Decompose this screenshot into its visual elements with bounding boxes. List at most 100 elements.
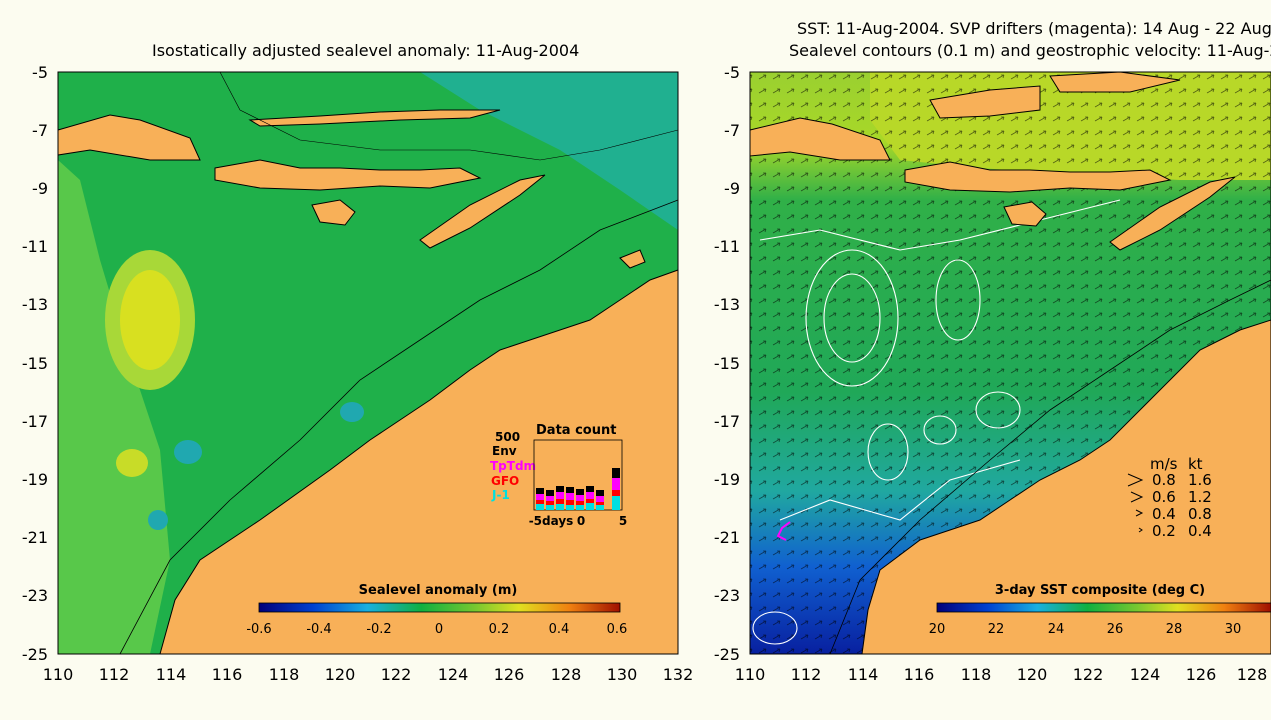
right-y-tick: -23 <box>714 586 740 605</box>
right-x-tick: 122 <box>1073 665 1104 684</box>
left-map-frame <box>57 71 679 655</box>
left-map <box>57 71 679 655</box>
right-x-tick: 118 <box>961 665 992 684</box>
velocity-legend-ms: 0.4 <box>1152 505 1176 523</box>
left-map-sumba <box>311 199 356 226</box>
left-colorbar: Sealevel anomaly (m) -0.6 -0.4 -0.2 0 0.… <box>246 583 627 637</box>
left-x-tick: 110 <box>43 665 74 684</box>
left-y-tick: -19 <box>22 470 48 489</box>
left-y-tick: -9 <box>32 179 48 198</box>
right-colorbar-label: 3-day SST composite (deg C) <box>995 583 1205 598</box>
left-map-shelf-contour <box>119 199 679 655</box>
right-x-tick: 120 <box>1017 665 1048 684</box>
velocity-legend-ms: 0.2 <box>1152 522 1176 540</box>
left-map-north-islands <box>248 109 501 127</box>
left-x-axis: 110 112 114 116 118 120 122 124 126 128 … <box>43 665 694 684</box>
left-colorbar-tick: 0 <box>435 622 443 637</box>
left-colorbar-label: Sealevel anomaly (m) <box>359 583 518 598</box>
left-x-tick: 132 <box>663 665 694 684</box>
left-map-eddy-3 <box>148 510 168 530</box>
velocity-arrow-icon <box>1135 509 1144 517</box>
left-x-tick: 126 <box>494 665 525 684</box>
velocity-legend-header-kt: kt <box>1188 455 1203 473</box>
left-colorbar-tick: 0.4 <box>549 622 570 637</box>
velocity-legend-kt: 1.6 <box>1188 471 1212 489</box>
data-count-bars <box>536 468 620 510</box>
right-map-drifter-track <box>776 521 791 541</box>
velocity-legend-kt: 0.8 <box>1188 505 1212 523</box>
left-colorbar-tick: 0.6 <box>607 622 628 637</box>
right-y-axis: -5 -7 -9 -11 -13 -15 -17 -19 -21 -23 -25 <box>714 63 740 664</box>
right-y-tick: -17 <box>714 412 740 431</box>
data-count-scale: 500 <box>495 430 520 444</box>
left-colorbar-tick: -0.2 <box>366 622 391 637</box>
velocity-legend-header-ms: m/s <box>1150 455 1178 473</box>
right-x-tick: 114 <box>848 665 879 684</box>
data-count-title: Data count <box>536 423 616 438</box>
left-y-tick: -25 <box>22 645 48 664</box>
left-y-tick: -7 <box>32 121 48 140</box>
left-x-tick: 114 <box>156 665 187 684</box>
left-y-tick: -17 <box>22 412 48 431</box>
right-x-tick: 124 <box>1130 665 1161 684</box>
left-colorbar-tick: -0.6 <box>246 622 271 637</box>
right-map-sealevel-contours <box>752 199 1121 645</box>
right-map <box>749 71 1271 655</box>
left-y-tick: -13 <box>22 295 48 314</box>
left-colorbar-tick: -0.4 <box>306 622 331 637</box>
velocity-legend-kt: 1.2 <box>1188 488 1212 506</box>
data-count-legend-j1: J-1 <box>491 488 510 502</box>
left-map-java <box>57 114 201 161</box>
right-map-frame <box>749 71 1271 655</box>
data-count-bar <box>596 505 604 510</box>
left-map-eddy-2 <box>340 402 364 422</box>
left-x-tick: 120 <box>325 665 356 684</box>
right-y-tick: -5 <box>724 63 740 82</box>
right-y-tick: -15 <box>714 354 740 373</box>
right-colorbar-tick: 30 <box>1225 622 1242 637</box>
right-map-north-islands <box>929 85 1041 119</box>
left-map-timor <box>419 174 546 249</box>
left-map-anomaly-core <box>120 270 180 370</box>
right-colorbar-bar <box>936 602 1271 613</box>
velocity-legend-kt: 0.4 <box>1188 522 1212 540</box>
right-x-tick: 116 <box>904 665 935 684</box>
right-colorbar-tick: 20 <box>929 622 946 637</box>
data-count-bar <box>576 505 584 510</box>
data-count-bar <box>536 504 544 510</box>
velocity-legend-ms: 0.6 <box>1152 488 1176 506</box>
right-y-tick: -21 <box>714 528 740 547</box>
right-colorbar-tick: 24 <box>1048 622 1065 637</box>
left-y-axis: -5 -7 -9 -11 -13 -15 -17 -19 -21 -23 -25 <box>22 63 48 664</box>
right-x-tick: 126 <box>1186 665 1217 684</box>
right-map-north-island-east <box>1049 71 1181 93</box>
left-map-lesser-sunda <box>214 159 482 191</box>
left-map-australia <box>159 269 679 655</box>
right-map-timor <box>1109 176 1236 251</box>
right-y-tick: -25 <box>714 645 740 664</box>
left-x-tick: 130 <box>607 665 638 684</box>
left-map-light-zone <box>58 160 170 654</box>
right-x-axis: 110 112 114 116 118 120 122 124 126 128 <box>735 665 1268 684</box>
left-y-tick: -23 <box>22 586 48 605</box>
right-y-tick: -11 <box>714 237 740 256</box>
right-colorbar: 3-day SST composite (deg C) 20 22 24 26 … <box>929 583 1271 637</box>
data-count-bar <box>586 503 594 510</box>
velocity-legend-ms: 0.8 <box>1152 471 1176 489</box>
left-map-contour-2 <box>219 71 679 161</box>
right-y-tick: -19 <box>714 470 740 489</box>
data-count-legend-env: Env <box>492 444 517 458</box>
data-count-bar <box>566 505 574 510</box>
data-count-x-tick: 5 <box>619 514 627 528</box>
left-panel-title: Isostatically adjusted sealevel anomaly:… <box>152 41 580 60</box>
left-map-eddy-1 <box>174 440 202 464</box>
right-x-tick: 112 <box>791 665 822 684</box>
data-count-x-tick: 0 <box>577 514 585 528</box>
left-x-tick: 122 <box>381 665 412 684</box>
left-x-tick: 116 <box>212 665 243 684</box>
data-count-bar <box>612 496 620 510</box>
right-y-tick: -9 <box>724 179 740 198</box>
data-count-legend-tptdm: TpTdm <box>490 459 536 473</box>
right-map-australia <box>861 319 1271 655</box>
